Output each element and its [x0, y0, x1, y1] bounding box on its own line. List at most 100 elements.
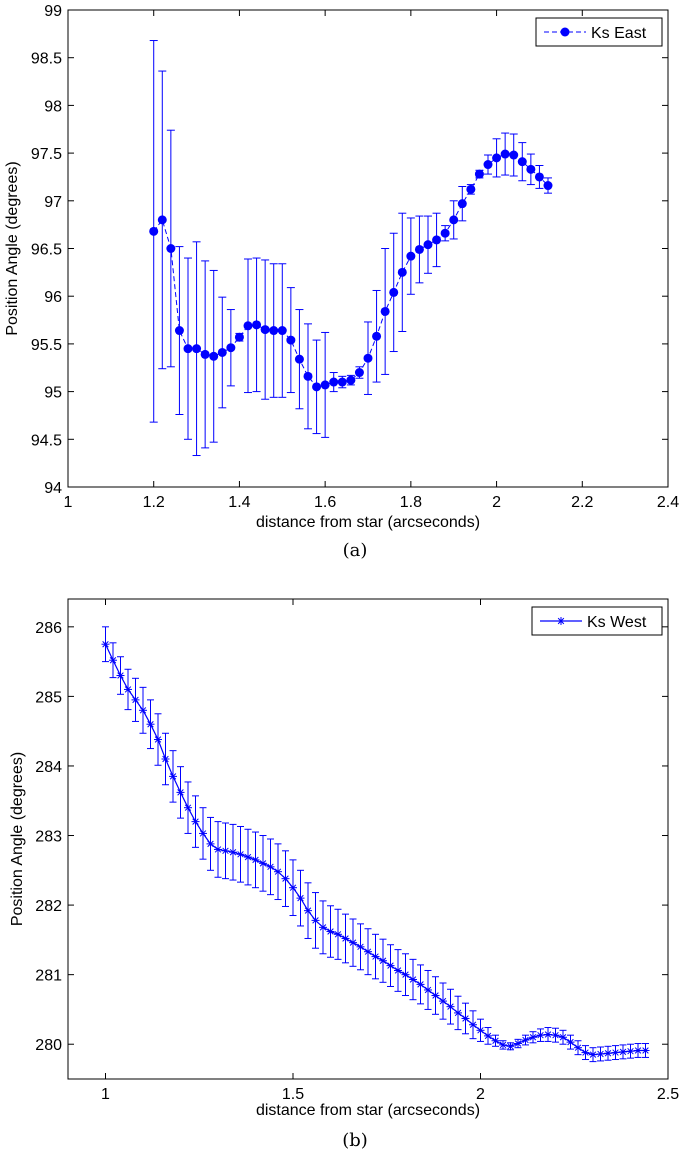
- panel-b-data-point: [296, 894, 305, 903]
- panel-a-y-tick-label: 94.5: [31, 432, 62, 449]
- panel-b-data-point: [379, 956, 387, 965]
- panel-b-data-point: [259, 859, 267, 868]
- panel-a-data-point: [149, 226, 159, 236]
- panel-b-data-point: [521, 1036, 530, 1045]
- panel-b-data-point: [634, 1046, 642, 1055]
- panel-a-legend: Ks East: [535, 17, 663, 47]
- panel-b-x-tick-label: 1.5: [282, 1086, 304, 1103]
- panel-b-data-point: [484, 1031, 492, 1040]
- panel-b-data-point: [221, 846, 230, 855]
- panel-a-data-point: [500, 149, 510, 159]
- panel-a-data-point: [183, 344, 193, 354]
- panel-a-data-point: [543, 181, 553, 191]
- panel-b-data-point: [431, 991, 440, 1000]
- panel-b-x-axis-label: distance from star (arcseconds): [256, 1102, 480, 1119]
- panel-b-data-point: [109, 656, 117, 665]
- panel-b-data-point: [364, 947, 372, 956]
- panel-a-data-point: [414, 244, 424, 254]
- panel-b-data-point: [409, 975, 417, 984]
- panel-a-y-tick-label: 95.5: [31, 337, 62, 354]
- panel-b-data-point: [146, 720, 155, 729]
- panel-b-data-point: [236, 850, 245, 859]
- panel-b-data-point: [439, 997, 447, 1006]
- panel-a-data-point: [303, 371, 313, 381]
- panel-a-data-point: [312, 382, 322, 392]
- panel-b-data-point: [581, 1048, 590, 1057]
- panel-b-data-point: [454, 1008, 462, 1017]
- panel-a-plot-area: [67, 9, 669, 488]
- panel-a-data-point: [200, 349, 210, 359]
- panel-b-data-point: [626, 1047, 635, 1056]
- panel-b-markers: [101, 640, 650, 1059]
- panel-b-data-point: [349, 938, 357, 947]
- panel-b-data-point: [551, 1031, 560, 1040]
- panel-b-data-point: [116, 671, 125, 680]
- panel-b-data-point: [596, 1049, 605, 1058]
- panel-b-data-point: [416, 980, 425, 989]
- panel-a-data-point: [483, 160, 493, 170]
- panel-a-data-point: [440, 228, 450, 238]
- panel-b-data-point: [424, 985, 432, 994]
- panel-a-data-point: [337, 377, 347, 387]
- panel-b-data-point: [334, 930, 342, 939]
- panel-b-y-tick-label: 281: [35, 968, 62, 985]
- panel-b-ticks: 1 1.5 2 2.5 280 281 282 283 284 285 286: [35, 599, 679, 1103]
- panel-a-data-point: [423, 240, 433, 250]
- panel-b-data-point: [101, 640, 110, 649]
- panel-a-y-tick-label: 97: [44, 194, 62, 211]
- panel-a-data-point: [372, 331, 382, 341]
- panel-b-data-point: [251, 855, 260, 864]
- panel-a-data-point: [363, 353, 373, 363]
- panel-b-data-point: [371, 952, 380, 961]
- panel-b-data-point: [169, 772, 177, 781]
- panel-b-data-point: [214, 845, 222, 854]
- panel-b-legend-asterisk: [557, 617, 565, 625]
- panel-a-data-point: [389, 287, 399, 297]
- panel-b-y-tick-label: 282: [35, 898, 62, 915]
- panel-b-legend: Ks West: [531, 606, 663, 636]
- panel-b-data-point: [604, 1049, 612, 1058]
- panel-b-data-point: [476, 1026, 485, 1035]
- panel-a-data-point: [509, 150, 519, 160]
- panel-b-data-point: [199, 829, 207, 838]
- panel-a-y-tick-label: 94: [44, 480, 62, 497]
- panel-b-plot-area: [67, 598, 669, 1080]
- panel-b-data-point: [536, 1031, 545, 1040]
- panel-a-data-point: [397, 267, 407, 277]
- panel-a-data-point: [157, 215, 167, 225]
- panel-b-data-point: [559, 1033, 567, 1042]
- panel-b-y-axis-label: Position Angle (degrees): [9, 752, 26, 926]
- panel-a-y-axis-label: Position Angle (degrees): [4, 161, 21, 335]
- panel-b-data-point: [341, 934, 350, 943]
- panel-a-data-point: [457, 199, 467, 209]
- panel-b-data-point: [611, 1048, 620, 1057]
- panel-b-data-point: [124, 685, 132, 694]
- panel-b-legend-box: [531, 606, 663, 636]
- panel-a-y-tick-label: 99: [44, 3, 62, 20]
- panel-b-y-tick-label: 284: [35, 759, 62, 776]
- panel-a-x-tick-label: 1.8: [400, 494, 422, 511]
- panel-b-legend-marker: [557, 617, 565, 625]
- panel-a-y-tick-label: 95: [44, 385, 62, 402]
- panel-b-data-point: [401, 970, 410, 979]
- panel-a-data-point: [380, 306, 390, 316]
- panel-a-x-tick-label: 2.2: [571, 494, 593, 511]
- panel-a-data-point: [517, 157, 527, 167]
- panel-b-y-tick-label: 283: [35, 829, 62, 846]
- panel-b-data-point: [491, 1036, 500, 1045]
- panel-b-data-point: [544, 1030, 552, 1039]
- panel-a-data-point: [354, 368, 364, 378]
- panel-a-data-point: [449, 215, 459, 225]
- panel-b-data-point: [529, 1033, 537, 1042]
- panel-a-data-point: [534, 172, 544, 182]
- panel-b-data-point: [244, 853, 252, 862]
- panel-a-data-point: [286, 335, 296, 345]
- panel-a-y-tick-label: 98.5: [31, 51, 62, 68]
- panel-b-data-point: [161, 755, 170, 763]
- panel-a-caption: (a): [343, 540, 368, 561]
- panel-b-data-point: [229, 848, 237, 857]
- panel-a-x-tick-label: 1.4: [228, 494, 250, 511]
- panel-b-data-point: [641, 1046, 650, 1055]
- panel-b: 1 1.5 2 2.5 280 281 282 283 284 285 286 Ks West di…: [9, 598, 679, 1151]
